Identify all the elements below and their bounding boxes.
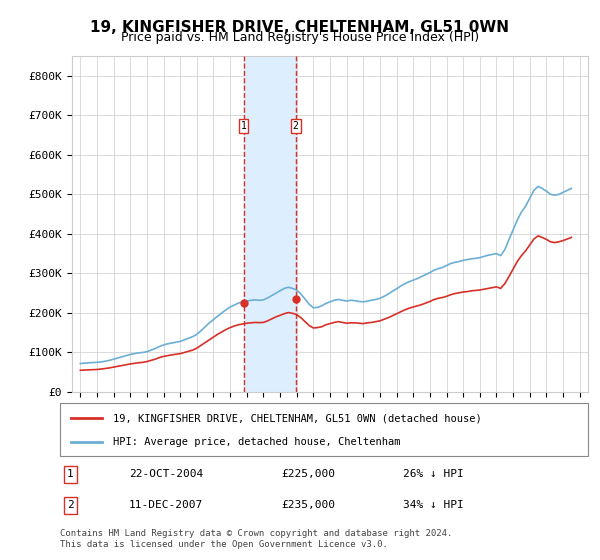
Text: 26% ↓ HPI: 26% ↓ HPI xyxy=(403,469,464,479)
Text: £225,000: £225,000 xyxy=(282,469,336,479)
Text: Contains HM Land Registry data © Crown copyright and database right 2024.
This d: Contains HM Land Registry data © Crown c… xyxy=(60,529,452,549)
Text: 19, KINGFISHER DRIVE, CHELTENHAM, GL51 0WN (detached house): 19, KINGFISHER DRIVE, CHELTENHAM, GL51 0… xyxy=(113,413,482,423)
Text: 19, KINGFISHER DRIVE, CHELTENHAM, GL51 0WN: 19, KINGFISHER DRIVE, CHELTENHAM, GL51 0… xyxy=(91,20,509,35)
Text: Price paid vs. HM Land Registry's House Price Index (HPI): Price paid vs. HM Land Registry's House … xyxy=(121,31,479,44)
Text: 2: 2 xyxy=(67,500,74,510)
Text: HPI: Average price, detached house, Cheltenham: HPI: Average price, detached house, Chel… xyxy=(113,436,400,446)
FancyBboxPatch shape xyxy=(60,403,588,456)
Text: 1: 1 xyxy=(241,122,247,132)
Text: 2: 2 xyxy=(293,122,299,132)
Text: £235,000: £235,000 xyxy=(282,500,336,510)
Bar xyxy=(244,56,296,392)
Text: 34% ↓ HPI: 34% ↓ HPI xyxy=(403,500,464,510)
Text: 11-DEC-2007: 11-DEC-2007 xyxy=(128,500,203,510)
Text: 1: 1 xyxy=(67,469,74,479)
Text: 22-OCT-2004: 22-OCT-2004 xyxy=(128,469,203,479)
